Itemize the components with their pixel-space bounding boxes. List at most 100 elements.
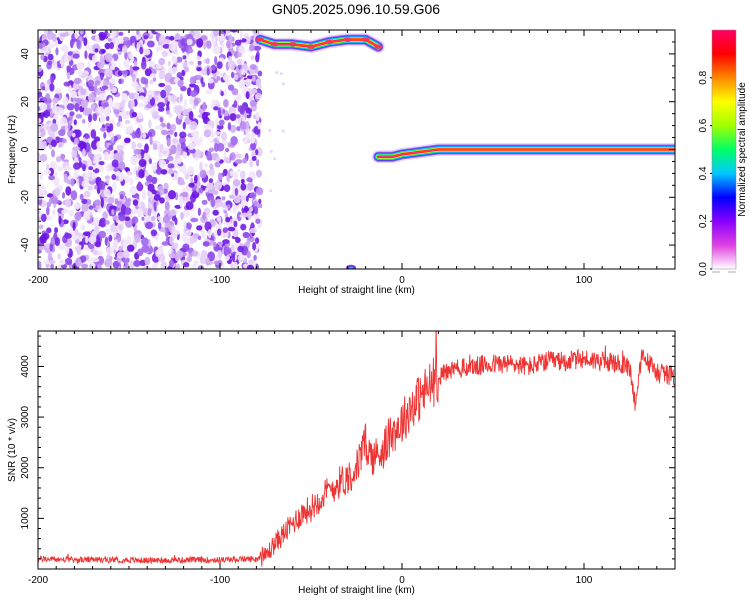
- spectrogram-ytick-label: -40: [20, 237, 31, 252]
- noise-speck: [46, 125, 50, 131]
- noise-speck: [202, 101, 207, 112]
- noise-speck: [73, 119, 77, 126]
- noise-speck: [133, 148, 142, 155]
- noise-speck: [73, 162, 81, 170]
- noise-speck: [182, 55, 187, 60]
- noise-speck: [170, 144, 177, 155]
- noise-speck: [150, 229, 158, 237]
- snr-ylabel: SNR (10 * v/v): [7, 418, 18, 482]
- noise-speck: [190, 177, 194, 185]
- noise-speck: [136, 42, 140, 52]
- noise-speck: [209, 132, 215, 138]
- noise-speck: [106, 125, 111, 133]
- noise-speck: [197, 235, 202, 241]
- noise-speck: [234, 187, 238, 196]
- noise-speck: [68, 209, 75, 217]
- noise-speck: [187, 142, 195, 150]
- noise-speck: [74, 137, 79, 145]
- noise-speck: [229, 113, 237, 122]
- noise-speck: [124, 207, 132, 215]
- noise-speck: [185, 222, 192, 230]
- noise-speck: [110, 78, 116, 85]
- snr-xtick-label: 0: [399, 575, 405, 586]
- noise-speck: [174, 217, 178, 226]
- colorbar-tick-label: 0.2: [698, 214, 709, 228]
- noise-speck: [151, 164, 158, 172]
- noise-speck: [244, 35, 251, 45]
- noise-speck: [91, 171, 96, 179]
- noise-speck: [169, 259, 175, 268]
- noise-speck: [258, 198, 262, 204]
- noise-speck: [122, 256, 130, 264]
- noise-speck: [212, 36, 217, 46]
- noise-speck: [88, 85, 96, 92]
- noise-speck: [38, 42, 44, 49]
- noise-speck: [42, 140, 47, 150]
- noise-speck: [82, 119, 86, 124]
- noise-speck: [202, 211, 207, 221]
- noise-speck: [229, 170, 234, 177]
- noise-speck: [255, 149, 259, 156]
- noise-speck: [67, 51, 73, 56]
- noise-speck: [46, 30, 54, 40]
- noise-speck: [101, 49, 106, 54]
- noise-speck: [227, 122, 232, 131]
- noise-speck: [62, 138, 67, 144]
- noise-speck: [217, 172, 223, 181]
- noise-speck: [229, 152, 236, 161]
- noise-speck: [118, 223, 124, 231]
- noise-speck: [47, 60, 52, 66]
- noise-speck: [98, 230, 107, 239]
- noise-speck: [58, 215, 62, 225]
- noise-speck: [245, 195, 249, 202]
- noise-speck: [162, 150, 167, 155]
- noise-speck: [81, 263, 89, 269]
- noise-speck: [98, 180, 106, 190]
- noise-speck: [127, 197, 132, 203]
- noise-speck: [233, 261, 238, 269]
- noise-speck: [244, 137, 248, 145]
- noise-speck: [48, 43, 56, 48]
- noise-speck: [104, 258, 113, 268]
- noise-speck: [223, 116, 230, 121]
- noise-speck: [216, 142, 225, 152]
- noise-speck: [88, 113, 93, 123]
- noise-speck: [102, 102, 109, 108]
- noise-speck: [124, 138, 131, 144]
- noise-speck: [38, 152, 41, 162]
- noise-speck: [246, 210, 252, 220]
- signal-bead: [288, 42, 297, 47]
- noise-speck: [227, 226, 236, 232]
- noise-speck: [197, 207, 201, 216]
- noise-speck: [241, 79, 246, 89]
- signal-bead: [270, 42, 279, 47]
- noise-speck: [118, 161, 126, 171]
- noise-speck: [38, 224, 44, 230]
- noise-speck: [51, 209, 56, 216]
- noise-speck: [193, 260, 199, 266]
- noise-speck: [72, 82, 78, 90]
- noise-speck: [137, 153, 142, 160]
- snr-ytick-label: 3000: [20, 406, 31, 429]
- noise-speck: [111, 174, 117, 180]
- noise-speck: [157, 102, 166, 108]
- noise-speck: [174, 131, 178, 138]
- noise-speck: [166, 122, 171, 130]
- noise-speck: [46, 206, 50, 216]
- noise-speck: [103, 188, 111, 198]
- noise-speck: [161, 129, 168, 136]
- noise-speck: [123, 239, 132, 245]
- signal-track-band: [377, 148, 675, 158]
- noise-speck: [78, 157, 82, 162]
- noise-speck: [112, 260, 120, 269]
- noise-speck: [49, 83, 55, 92]
- noise-speck: [117, 51, 122, 56]
- noise-speck: [211, 64, 216, 71]
- noise-speck: [183, 262, 190, 268]
- noise-speck: [209, 167, 215, 177]
- noise-speck: [177, 79, 184, 88]
- noise-speck: [240, 178, 245, 184]
- noise-speck: [236, 211, 242, 222]
- noise-speck: [189, 121, 198, 131]
- noise-speck: [59, 116, 68, 127]
